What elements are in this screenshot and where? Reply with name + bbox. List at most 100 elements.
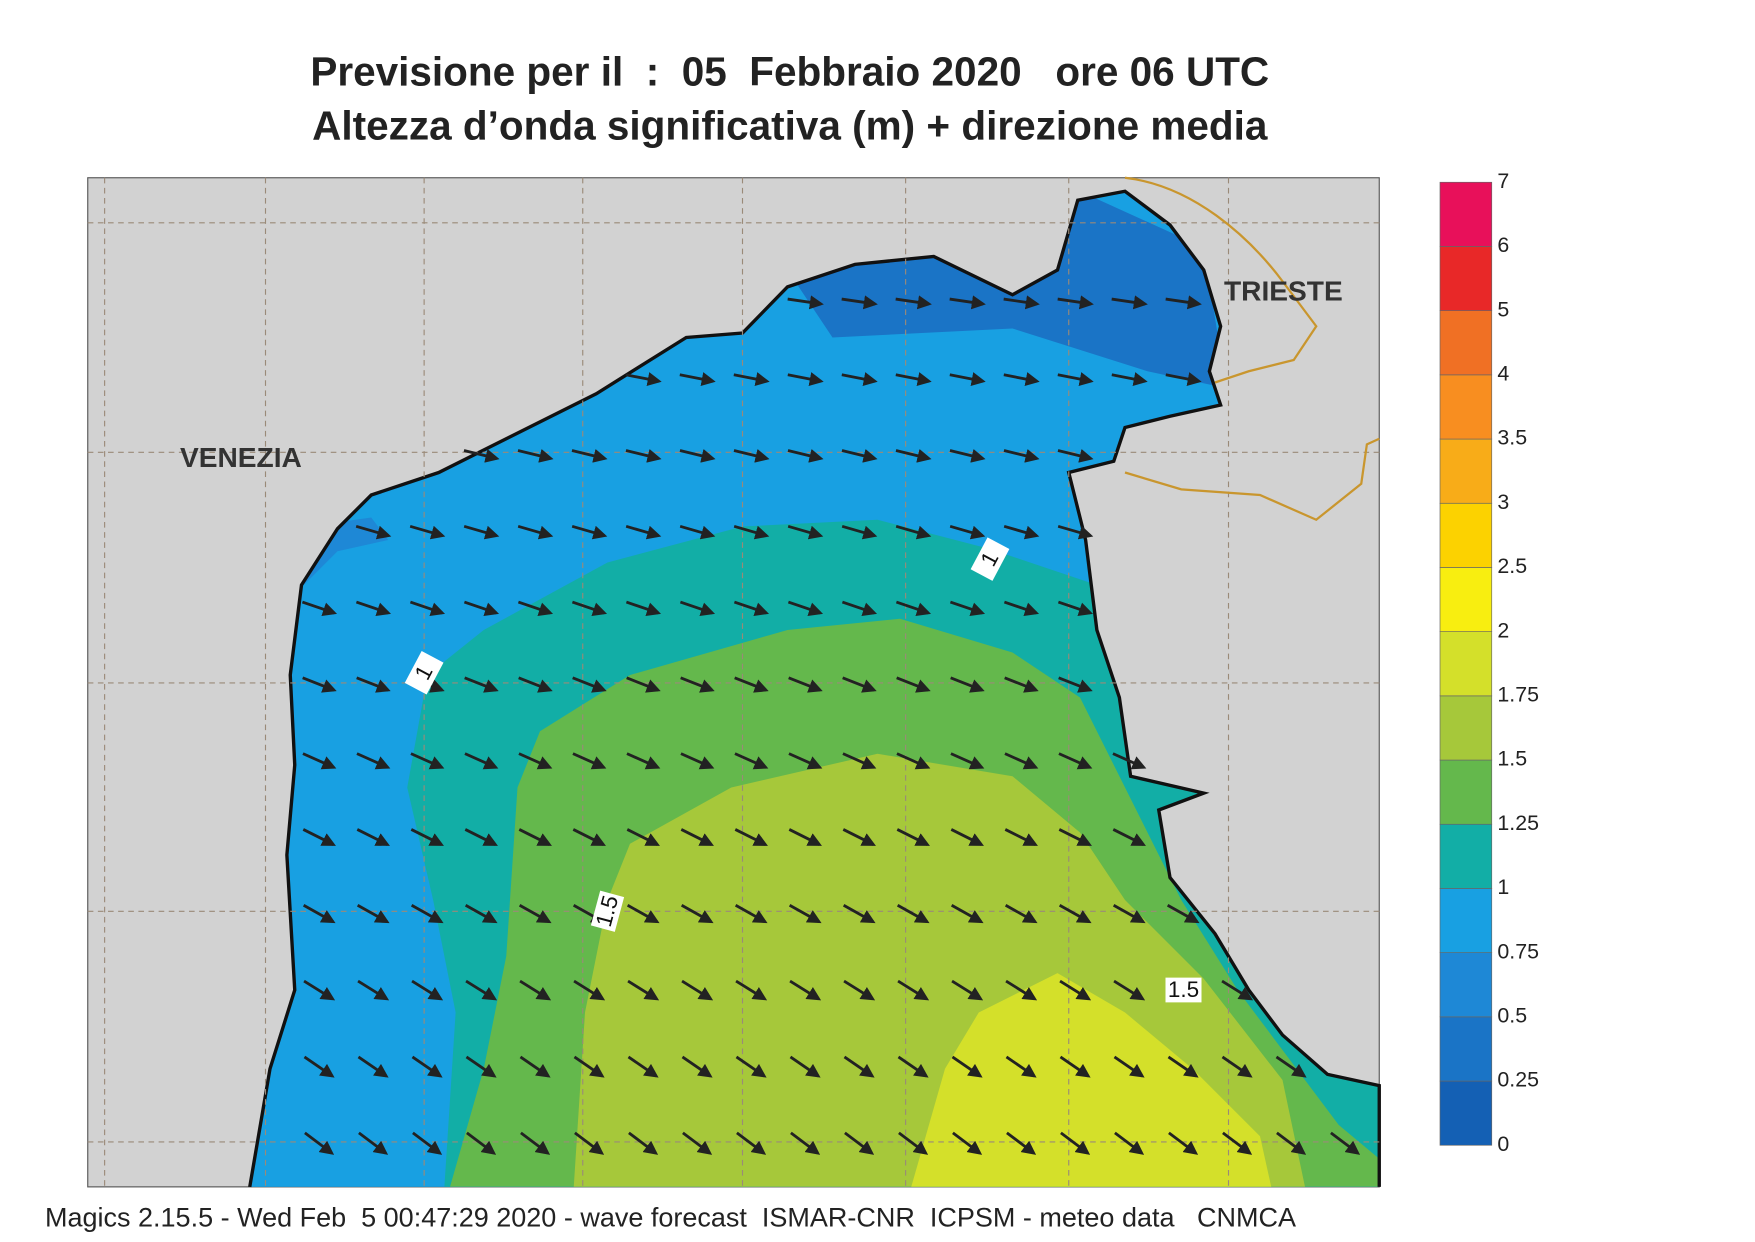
colorbar-label: 4	[1497, 361, 1509, 385]
direction-arrow	[625, 600, 662, 616]
direction-arrow	[304, 1131, 335, 1155]
contour-label-box	[590, 890, 625, 932]
direction-arrow	[1006, 1131, 1037, 1155]
direction-arrow	[355, 524, 392, 540]
colorbar-swatch	[1439, 759, 1493, 825]
title-line-2: Altezza d’onda significativa (m) + direz…	[312, 103, 1268, 149]
direction-arrow	[1003, 372, 1040, 386]
direction-arrow	[734, 904, 768, 924]
colorbar-label: 0.75	[1497, 939, 1539, 963]
colorbar-label: 2.5	[1497, 554, 1527, 578]
direction-arrow	[895, 524, 932, 540]
direction-arrow	[1057, 372, 1094, 386]
direction-arrow	[573, 1055, 605, 1078]
direction-arrow	[464, 676, 499, 693]
direction-arrow	[410, 752, 445, 770]
colorbar-label: 0.5	[1497, 1003, 1527, 1027]
direction-arrow	[790, 1131, 821, 1155]
direction-arrow	[1222, 1131, 1253, 1155]
direction-arrow	[625, 448, 662, 463]
direction-arrow	[356, 904, 390, 924]
colorbar-swatch	[1439, 246, 1493, 311]
direction-arrow	[410, 828, 444, 846]
direction-arrow	[787, 295, 824, 310]
direction-arrow	[466, 1131, 497, 1155]
graticule	[87, 177, 1380, 1187]
direction-arrow	[571, 600, 608, 616]
direction-arrow	[1112, 828, 1146, 846]
direction-arrow	[788, 828, 822, 846]
contour-label-box	[1165, 977, 1202, 1003]
direction-arrow	[842, 676, 877, 693]
direction-arrow	[680, 828, 714, 846]
direction-arrow	[628, 1131, 659, 1155]
direction-arrow	[1057, 295, 1094, 310]
direction-arrow	[787, 600, 824, 616]
direction-arrow	[357, 1055, 389, 1078]
direction-arrow	[1111, 295, 1148, 310]
direction-arrow	[517, 448, 554, 463]
colorbar-swatch	[1439, 181, 1493, 247]
direction-arrow	[681, 979, 714, 1001]
colorbar-label: 3.5	[1497, 426, 1527, 450]
direction-arrow	[571, 524, 608, 540]
direction-arrow	[679, 524, 716, 540]
direction-arrow	[841, 372, 878, 386]
direction-arrow	[896, 828, 930, 846]
direction-arrow	[950, 828, 984, 846]
title-line-1: Previsione per il : 05 Febbraio 2020 ore…	[310, 49, 1269, 95]
direction-arrow	[1058, 676, 1093, 693]
direction-arrow	[951, 979, 984, 1001]
direction-arrow	[734, 828, 768, 846]
direction-arrow	[1221, 979, 1254, 1001]
direction-arrow	[1276, 1131, 1307, 1155]
direction-arrow	[787, 372, 824, 386]
direction-arrow	[411, 979, 444, 1001]
direction-arrow	[897, 1055, 929, 1078]
colorbar-swatch	[1439, 823, 1493, 889]
direction-arrow	[949, 600, 986, 616]
direction-arrow	[463, 524, 500, 540]
colorbar-label: 0.25	[1497, 1068, 1539, 1092]
direction-arrow	[841, 448, 878, 463]
colorbar: 0 0.25 0.5 0.75 1 1.25 1.5 1.75 2 2.5 3 3.5 4 5 6 7	[1439, 169, 1539, 1156]
colorbar-label: 3	[1497, 490, 1509, 514]
direction-arrow	[682, 1131, 713, 1155]
wave-directions	[301, 295, 1361, 1155]
direction-arrow	[518, 676, 553, 693]
direction-arrow	[788, 904, 822, 924]
colorbar-label: 7	[1497, 169, 1509, 193]
direction-arrow	[951, 1055, 983, 1078]
colorbar-label: 0	[1497, 1132, 1509, 1156]
direction-arrow	[1004, 752, 1039, 770]
direction-arrow	[733, 600, 770, 616]
colorbar-swatch	[1439, 438, 1493, 504]
direction-arrow	[465, 1055, 497, 1078]
direction-arrow	[1165, 372, 1202, 386]
direction-arrow	[949, 448, 986, 463]
direction-arrow	[842, 752, 877, 770]
colorbar-swatch	[1439, 374, 1493, 440]
direction-arrow	[1114, 1131, 1145, 1155]
direction-arrow	[412, 1131, 443, 1155]
direction-arrow	[898, 1131, 929, 1155]
direction-arrow	[1112, 904, 1146, 924]
colorbar-swatch	[1439, 310, 1493, 376]
direction-arrow	[896, 676, 931, 693]
colorbar-label: 2	[1497, 618, 1509, 642]
direction-arrow	[572, 752, 607, 770]
colorbar-swatch	[1439, 695, 1493, 761]
direction-arrow	[787, 524, 824, 540]
place-label: TRIESTE	[1224, 275, 1343, 306]
direction-arrow	[950, 676, 985, 693]
contour-label-box	[970, 537, 1010, 581]
direction-arrow	[896, 904, 930, 924]
direction-arrow	[895, 372, 932, 386]
direction-arrow	[355, 600, 392, 616]
direction-arrow	[841, 295, 878, 310]
direction-arrow	[679, 448, 716, 463]
colorbar-swatch	[1439, 502, 1493, 568]
contour-label: 1	[404, 651, 444, 695]
direction-arrow	[1003, 295, 1040, 310]
